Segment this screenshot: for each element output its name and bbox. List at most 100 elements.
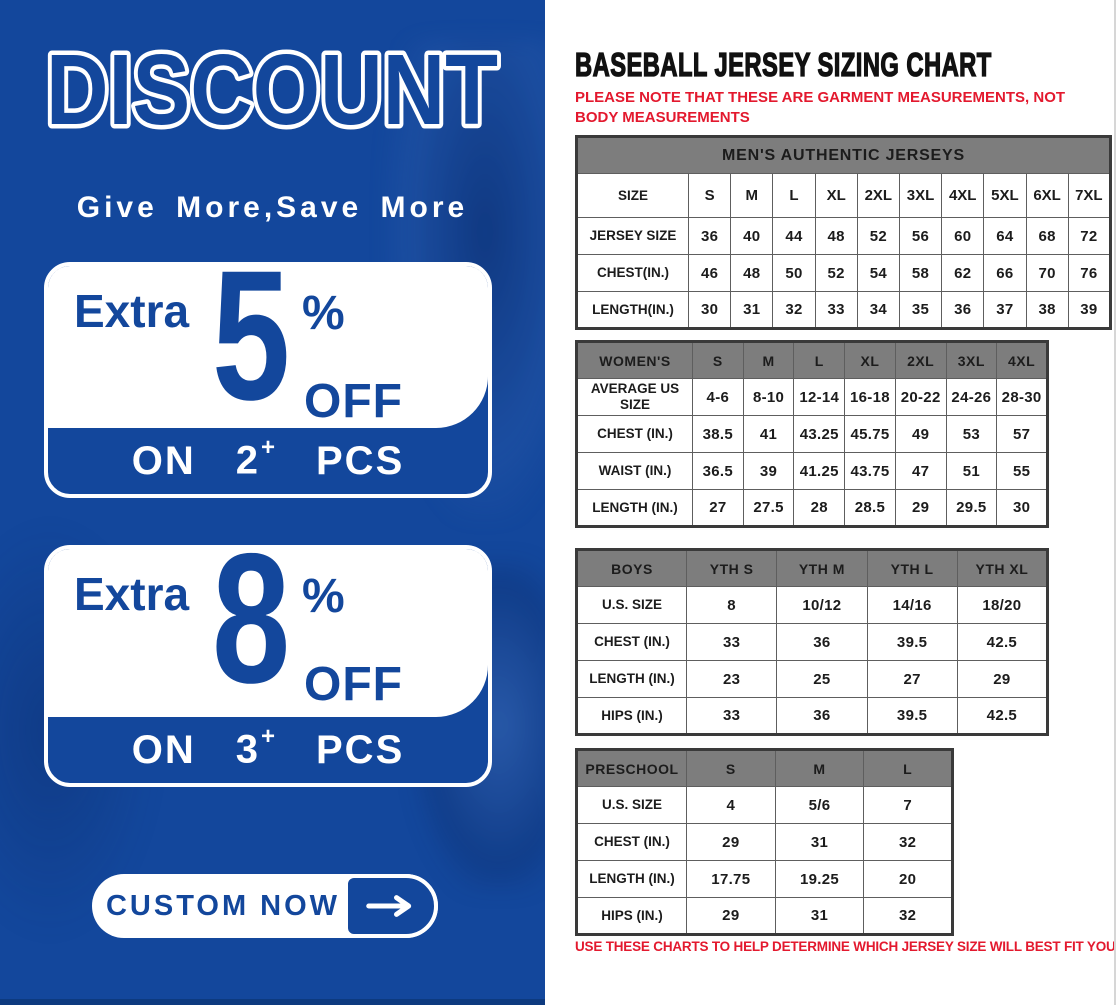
discount-panel: DISCOUNT Give More,Save More Extra 5 % O… <box>0 0 545 1005</box>
column-header: 3XL <box>898 173 943 218</box>
table-header-label: WOMEN'S <box>576 341 693 379</box>
row-label: AVERAGE US SIZE <box>576 378 693 416</box>
value-cell: 31 <box>774 897 865 935</box>
row-label: LENGTH (IN.) <box>576 860 687 898</box>
value-cell: 64 <box>983 217 1027 255</box>
offer-condition-strip: ON 2+ PCS <box>48 428 488 494</box>
value-cell: 20 <box>863 860 953 898</box>
row-label: HIPS (IN.) <box>576 697 687 735</box>
value-cell: 46 <box>687 254 732 292</box>
column-header: 6XL <box>1025 173 1069 218</box>
value-cell: 5/6 <box>774 786 865 824</box>
value-cell: 32 <box>772 291 816 329</box>
value-cell: 27 <box>866 660 958 698</box>
row-label: CHEST (IN.) <box>576 823 687 861</box>
column-header: YTH S <box>685 549 778 587</box>
row-label: CHEST (IN.) <box>576 415 693 453</box>
percent-sign: % <box>302 287 345 340</box>
off-label: OFF <box>304 658 403 711</box>
value-cell: 52 <box>814 254 858 292</box>
column-header: M <box>730 173 774 218</box>
discount-headline: DISCOUNT <box>42 30 503 151</box>
table-row: WAIST (IN.) 36.5 39 41.25 43.75 47 51 55 <box>576 452 1048 490</box>
womens-sizing-table: WOMEN'S S M L XL 2XL 3XL 4XL AVERAGE US SIZE 4-6 8… <box>575 340 1049 528</box>
table-row: CHEST(IN.) 46 48 50 52 54 58 62 66 70 76 <box>576 254 1112 292</box>
offer-prefix: Extra <box>74 568 190 620</box>
value-cell: 27 <box>692 489 744 527</box>
pcs-label: PCS <box>316 438 405 483</box>
value-cell: 42.5 <box>956 697 1049 735</box>
value-cell: 29.5 <box>945 489 998 527</box>
column-header: XL <box>814 173 858 218</box>
value-cell: 51 <box>945 452 998 490</box>
value-cell: 34 <box>856 291 900 329</box>
preschool-sizing-table: PRESCHOOL S M L U.S. SIZE 4 5/6 7 CHEST (IN.) 29 3… <box>575 748 954 936</box>
value-cell: 28-30 <box>996 378 1048 416</box>
value-cell: 45.75 <box>844 415 896 453</box>
value-cell: 48 <box>814 217 858 255</box>
value-cell: 33 <box>685 623 778 661</box>
value-cell: 56 <box>898 217 943 255</box>
row-label: U.S. SIZE <box>576 786 687 824</box>
value-cell: 36 <box>941 291 985 329</box>
value-cell: 76 <box>1067 254 1112 292</box>
value-cell: 29 <box>686 823 776 861</box>
plus-sign: + <box>260 434 277 462</box>
svg-text:DISCOUNT: DISCOUNT <box>46 34 498 146</box>
table-row: LENGTH(IN.) 30 31 32 33 34 35 36 37 38 39 <box>576 291 1112 329</box>
value-cell: 36.5 <box>692 452 744 490</box>
row-label: WAIST (IN.) <box>576 452 693 490</box>
value-cell: 42.5 <box>956 623 1049 661</box>
value-cell: 50 <box>772 254 816 292</box>
value-cell: 41 <box>742 415 795 453</box>
column-header: L <box>863 749 953 787</box>
column-header: S <box>692 341 744 379</box>
value-cell: 4-6 <box>692 378 744 416</box>
boys-sizing-table: BOYS YTH S YTH M YTH L YTH XL U.S. SIZE 8 10/12… <box>575 548 1049 736</box>
custom-now-button[interactable]: CUSTOM NOW <box>92 874 438 938</box>
value-cell: 44 <box>772 217 816 255</box>
offer-quantity: 3+ <box>235 723 277 772</box>
offer-condition-strip: ON 3+ PCS <box>48 717 488 783</box>
value-cell: 43.75 <box>844 452 896 490</box>
value-cell: 37 <box>983 291 1027 329</box>
table-header-label: BOYS <box>576 549 687 587</box>
table-row: JERSEY SIZE 36 40 44 48 52 56 60 64 68 72 <box>576 217 1112 255</box>
value-cell: 35 <box>898 291 943 329</box>
value-cell: 20-22 <box>894 378 947 416</box>
row-label: JERSEY SIZE <box>576 217 689 255</box>
row-label: LENGTH (IN.) <box>576 660 687 698</box>
value-cell: 8 <box>685 586 778 624</box>
column-header: YTH M <box>776 549 868 587</box>
value-cell: 40 <box>730 217 774 255</box>
offer-card-8-percent: Extra 8 % OFF ON 3+ PCS <box>44 545 492 787</box>
measurement-note: PLEASE NOTE THAT THESE ARE GARMENT MEASU… <box>575 89 1066 127</box>
value-cell: 16-18 <box>844 378 896 416</box>
offer-quantity: 2+ <box>235 434 277 483</box>
pcs-label: PCS <box>316 727 405 772</box>
value-cell: 25 <box>776 660 868 698</box>
value-cell: 32 <box>863 897 953 935</box>
table-row: LENGTH (IN.) 17.75 19.25 20 <box>576 860 953 898</box>
column-header: YTH XL <box>956 549 1049 587</box>
arrow-right-icon[interactable] <box>344 874 438 938</box>
value-cell: 30 <box>687 291 732 329</box>
value-cell: 39.5 <box>866 623 958 661</box>
offer-prefix: Extra <box>74 285 190 337</box>
value-cell: 36 <box>776 623 868 661</box>
value-cell: 60 <box>941 217 985 255</box>
value-cell: 39.5 <box>866 697 958 735</box>
value-cell: 54 <box>856 254 900 292</box>
mens-sizing-table: MEN'S AUTHENTIC JERSEYS SIZE S M L XL 2XL 3XL 4X… <box>575 135 1112 330</box>
on-label: ON <box>131 438 196 483</box>
column-header: XL <box>844 341 896 379</box>
value-cell: 36 <box>687 217 732 255</box>
value-cell: 12-14 <box>793 378 846 416</box>
column-header: L <box>772 173 816 218</box>
column-header: M <box>742 341 795 379</box>
row-label: LENGTH (IN.) <box>576 489 693 527</box>
value-cell: 68 <box>1025 217 1069 255</box>
table-header-label: PRESCHOOL <box>576 749 687 787</box>
value-cell: 49 <box>894 415 947 453</box>
